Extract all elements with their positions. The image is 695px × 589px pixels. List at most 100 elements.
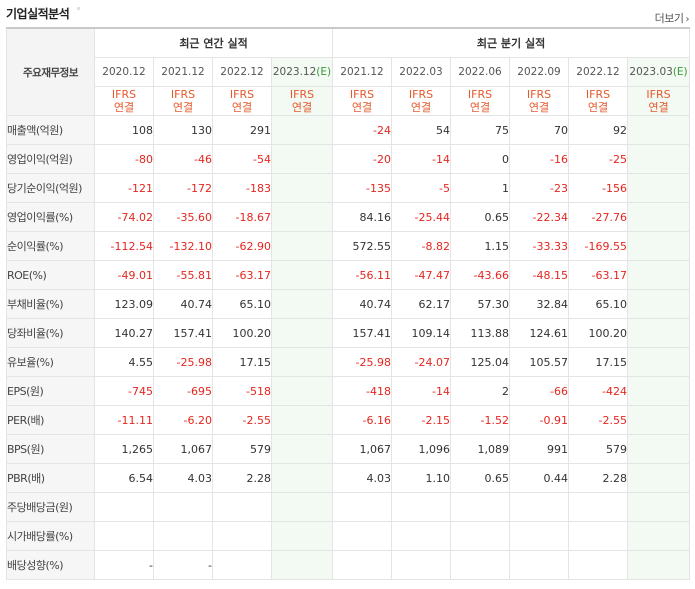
group-header-row: 주요재무정보 최근 연간 실적 최근 분기 실적 [6,27,691,116]
quarter-period-header: 2023.03(E) [627,57,691,87]
quarter-value-cell: 0.65 [450,202,511,232]
annual-value-cell [270,405,334,435]
quarter-value-cell [391,492,452,522]
annual-value-cell: -695 [153,376,213,406]
quarter-value-cell: -43.66 [450,260,511,290]
quarter-value-cell: -169.55 [568,231,629,261]
table-row: 유보율(%) 4.55 -25.98 17.15 -25.98 -24.07 125.04 1… [6,347,691,377]
table-row: 시가배당률(%) [6,521,691,551]
standard-consolidated-label: 연결 [172,101,194,114]
quarter-value-cell: -63.17 [568,260,629,290]
standard-ifrs-label: IFRS [408,88,434,101]
quarter-value-cell: 100.20 [568,318,629,348]
standard-consolidated-label: 연결 [291,101,313,114]
quarter-value-cell [509,492,570,522]
quarter-value-cell [450,521,511,551]
quarter-value-cell [627,318,691,348]
standard-consolidated-label: 연결 [113,101,135,114]
annual-value-cell [270,434,334,464]
annual-value-cell [270,144,334,174]
chevron-right-icon: › [685,14,690,25]
standard-consolidated-label: 연결 [528,101,550,114]
more-link-label: 더보기 [654,12,684,25]
more-link[interactable]: 더보기 › [654,10,690,26]
accounting-standard: IFRS 연결 [94,86,154,116]
quarter-value-cell: -25.44 [391,202,452,232]
quarter-value-cell: -2.15 [391,405,452,435]
annual-value-cell: 123.09 [94,289,154,319]
annual-value-cell [212,550,272,580]
row-label: 유보율(%) [6,347,95,377]
quarter-value-cell: -8.82 [391,231,452,261]
quarter-period-header: 2022.09 [509,57,570,87]
table-row: BPS(원) 1,265 1,067 579 1,067 1,096 1,089 991 579 [6,434,691,464]
annual-value-cell [270,376,334,406]
accounting-standard: IFRS 연결 [391,86,452,116]
row-label: 부채비율(%) [6,289,95,319]
annual-period-header: 2021.12 [153,57,213,87]
quarter-value-cell [391,550,452,580]
financial-table: 주요재무정보 최근 연간 실적 최근 분기 실적 2020.12 2021.12 2022… [6,27,691,580]
quarter-value-cell [391,521,452,551]
annual-value-cell: -80 [94,144,154,174]
quarter-value-cell [627,434,691,464]
annual-value-cell: -745 [94,376,154,406]
annual-value-cell: -518 [212,376,272,406]
standard-ifrs-label: IFRS [289,88,315,101]
row-label: PER(배) [6,405,95,435]
accounting-standard: IFRS 연결 [153,86,213,116]
annual-group-header: 최근 연간 실적 [93,27,334,58]
standard-consolidated-label: 연결 [469,101,491,114]
annual-value-cell [153,492,213,522]
quarter-value-cell: -48.15 [509,260,570,290]
annual-value-cell [270,521,334,551]
quarter-value-cell: 1,096 [391,434,452,464]
table-row: ROE(%) -49.01 -55.81 -63.17 -56.11 -47.47 -43.… [6,260,691,290]
table-row: 배당성향(%) - - [6,550,691,580]
annual-value-cell [270,347,334,377]
annual-value-cell: 1,265 [94,434,154,464]
quarter-value-cell: 105.57 [509,347,570,377]
accounting-standard: IFRS 연결 [212,86,272,116]
annual-value-cell: - [94,550,154,580]
quarter-value-cell [627,144,691,174]
annual-value-cell [94,492,154,522]
annual-value-cell: -54 [212,144,272,174]
quarter-value-cell: -47.47 [391,260,452,290]
annual-value-cell [270,202,334,232]
annual-value-cell [270,492,334,522]
quarter-value-cell: -14 [391,144,452,174]
annual-value-cell [270,463,334,493]
annual-value-cell: -172 [153,173,213,203]
quarter-value-cell: 4.03 [332,463,393,493]
standard-ifrs-label: IFRS [467,88,493,101]
quarter-value-cell: 113.88 [450,318,511,348]
quarter-value-cell: 0 [450,144,511,174]
annual-value-cell: -49.01 [94,260,154,290]
quarter-value-cell [627,202,691,232]
quarter-value-cell [627,463,691,493]
quarter-value-cell: -5 [391,173,452,203]
annual-value-cell: 130 [153,115,213,145]
quarter-value-cell [568,521,629,551]
standard-ifrs-label: IFRS [111,88,137,101]
annual-value-cell [270,318,334,348]
quarter-value-cell: 17.15 [568,347,629,377]
quarter-value-cell [332,550,393,580]
quarter-period-header: 2021.12 [332,57,393,87]
annual-value-cell: 100.20 [212,318,272,348]
estimate-marker: (E) [316,66,332,78]
quarter-value-cell: 32.84 [509,289,570,319]
quarter-value-cell [627,231,691,261]
quarter-value-cell: 1 [450,173,511,203]
annual-value-cell: - [153,550,213,580]
row-label: EPS(원) [6,376,95,406]
quarter-value-cell: 1,089 [450,434,511,464]
quarter-value-cell [509,550,570,580]
quarter-value-cell [627,115,691,145]
standard-consolidated-label: 연결 [648,101,669,114]
annual-value-cell: 4.03 [153,463,213,493]
quarter-value-cell [627,376,691,406]
quarter-value-cell [627,260,691,290]
standard-consolidated-label: 연결 [351,101,373,114]
